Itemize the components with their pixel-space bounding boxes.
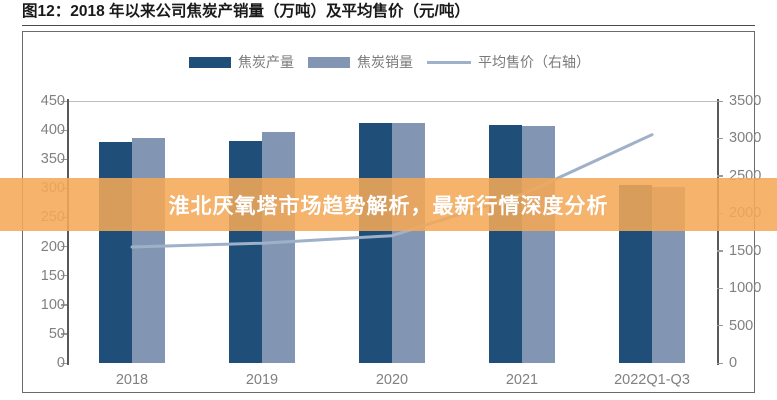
legend-item-production: 焦炭产量 <box>189 52 294 72</box>
y-axis-left-tick-label: 100 <box>40 296 65 313</box>
y-axis-left-tick-label: 200 <box>40 238 65 255</box>
y-axis-left-tick <box>61 158 67 161</box>
bar-production-2018 <box>99 141 132 363</box>
y-axis-right-tick-label: 0 <box>729 355 738 371</box>
legend-item-price: 平均售价（右轴） <box>427 52 590 72</box>
y-axis-left-tick <box>61 100 67 102</box>
bar-production-2019 <box>229 140 262 363</box>
y-axis-right-tick <box>717 175 723 177</box>
y-axis-left-tick <box>61 362 67 364</box>
y-axis-right-tick <box>717 325 723 327</box>
y-axis-right-tick-label: 3000 <box>729 130 762 147</box>
y-axis-left-tick <box>61 333 67 335</box>
bar-sales-2019 <box>262 132 295 363</box>
legend-label-sales: 焦炭销量 <box>357 54 413 70</box>
y-axis-right-line <box>717 99 719 365</box>
y-axis-right-tick <box>717 100 723 102</box>
y-axis-right-tick-label: 1000 <box>729 280 762 297</box>
legend-swatch-sales-icon <box>308 56 350 68</box>
x-axis-label-2019: 2019 <box>245 372 279 388</box>
bar-production-2020 <box>359 123 392 363</box>
y-axis-right-tick-label: 500 <box>729 317 754 334</box>
x-axis-line <box>67 101 718 103</box>
y-axis-right-tick <box>717 362 723 364</box>
y-axis-right-tick-label: 1500 <box>729 242 762 259</box>
y-axis-left-tick <box>61 275 67 277</box>
y-axis-right-tick <box>717 250 723 252</box>
figure-title-text: 图12：2018 年以来公司焦炭产销量（万吨）及平均售价（元/吨） <box>22 3 470 20</box>
y-axis-left-tick-label: 450 <box>40 93 65 109</box>
x-axis-label-2021: 2021 <box>505 372 539 388</box>
legend-label-production: 焦炭产量 <box>238 54 294 70</box>
bar-production-2021 <box>489 124 522 363</box>
bar-sales-2020 <box>392 123 425 363</box>
y-axis-right-tick <box>717 287 723 289</box>
title-divider <box>22 25 755 26</box>
y-axis-left-tick <box>61 304 67 306</box>
x-axis-label-2022Q1-Q3: 2022Q1-Q3 <box>614 372 690 388</box>
bar-sales-2018 <box>132 137 165 363</box>
y-axis-right-tick-label: 3500 <box>729 93 762 109</box>
y-axis-right-tick <box>717 137 723 140</box>
x-axis-label-2018: 2018 <box>115 372 149 388</box>
legend-swatch-production-icon <box>189 56 231 68</box>
legend-item-sales: 焦炭销量 <box>308 52 413 72</box>
y-axis-left-tick <box>61 246 67 248</box>
figure-title: 图12：2018 年以来公司焦炭产销量（万吨）及平均售价（元/吨） <box>22 2 755 26</box>
legend-swatch-price-line-icon <box>427 60 471 64</box>
y-axis-left-tick-label: 0 <box>56 355 65 371</box>
bar-sales-2021 <box>522 126 555 363</box>
x-axis-label-2020: 2020 <box>375 372 409 388</box>
y-axis-left-tick-label: 400 <box>40 122 65 139</box>
x-axis-labels: 2018 2019 2020 2021 2022Q1-Q3 <box>67 372 717 394</box>
y-axis-left-tick-label: 150 <box>40 267 65 284</box>
chart-legend: 焦炭产量 焦炭销量 平均售价（右轴） <box>23 52 756 72</box>
y-axis-left-tick <box>61 129 67 131</box>
legend-label-price: 平均售价（右轴） <box>478 54 590 70</box>
overlay-banner-text: 淮北厌氧塔市场趋势解析，最新行情深度分析 <box>168 194 609 218</box>
plot-area: 050100150200250300350400450 050010001500… <box>41 94 761 370</box>
overlay-banner: 淮北厌氧塔市场趋势解析，最新行情深度分析 <box>0 178 777 231</box>
y-axis-left-tick-label: 50 <box>48 325 65 342</box>
bars-layer <box>67 101 717 363</box>
y-axis-left-line <box>67 99 69 365</box>
y-axis-left-tick-label: 350 <box>40 151 65 168</box>
